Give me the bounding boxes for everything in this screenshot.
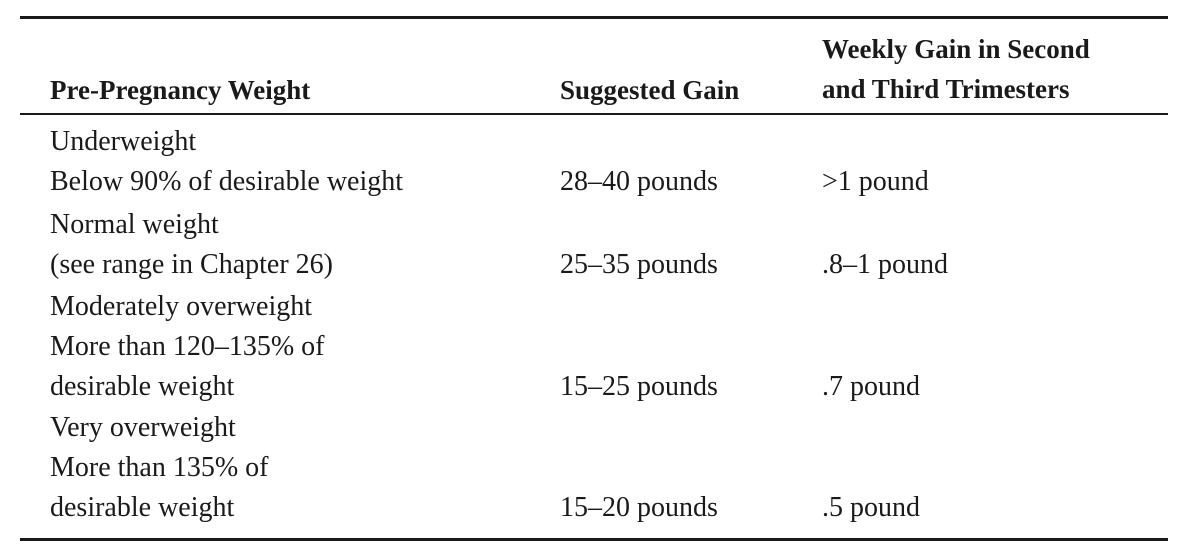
- header-suggested-gain: Suggested Gain: [560, 75, 740, 105]
- row-very-overweight-weekly: .5 pound: [822, 492, 920, 523]
- row-moderately-overweight-weekly: .7 pound: [822, 371, 920, 402]
- category-line: Moderately overweight: [50, 291, 313, 322]
- weight-gain-table: Pre-Pregnancy Weight Suggested Gain Week…: [20, 0, 1168, 558]
- row-very-overweight-category: Very overweight More than 135% of desira…: [50, 408, 269, 528]
- category-line: Underweight: [50, 126, 197, 157]
- row-very-overweight-gain: 15–20 pounds: [560, 492, 718, 523]
- header-weekly-gain-line-1: Weekly Gain in Second: [822, 34, 1090, 64]
- table-top-rule: [20, 16, 1168, 19]
- header-weekly-gain: Weekly Gain in Second and Third Trimeste…: [822, 29, 1090, 109]
- row-moderately-overweight-gain: 15–25 pounds: [560, 371, 718, 402]
- row-moderately-overweight-category: Moderately overweight More than 120–135%…: [50, 287, 325, 407]
- header-pre-pregnancy-weight: Pre-Pregnancy Weight: [50, 75, 311, 105]
- row-underweight-category: Underweight Below 90% of desirable weigh…: [50, 122, 403, 202]
- row-normal-gain: 25–35 pounds: [560, 249, 718, 280]
- header-weekly-gain-line-2: and Third Trimesters: [822, 74, 1070, 104]
- category-line: More than 120–135% of: [50, 331, 325, 362]
- table-bottom-rule: [20, 538, 1168, 541]
- category-line: desirable weight: [50, 492, 235, 523]
- row-normal-category: Normal weight (see range in Chapter 26): [50, 205, 333, 285]
- category-line: More than 135% of: [50, 452, 269, 483]
- row-normal-weekly: .8–1 pound: [822, 249, 948, 280]
- row-underweight-gain: 28–40 pounds: [560, 166, 718, 197]
- category-line: Normal weight: [50, 209, 219, 240]
- row-underweight-weekly: >1 pound: [822, 166, 929, 197]
- header-divider-rule: [20, 113, 1168, 115]
- category-line: Below 90% of desirable weight: [50, 166, 404, 197]
- category-line: Very overweight: [50, 412, 236, 443]
- category-line: desirable weight: [50, 371, 235, 402]
- category-line: (see range in Chapter 26): [50, 249, 333, 280]
